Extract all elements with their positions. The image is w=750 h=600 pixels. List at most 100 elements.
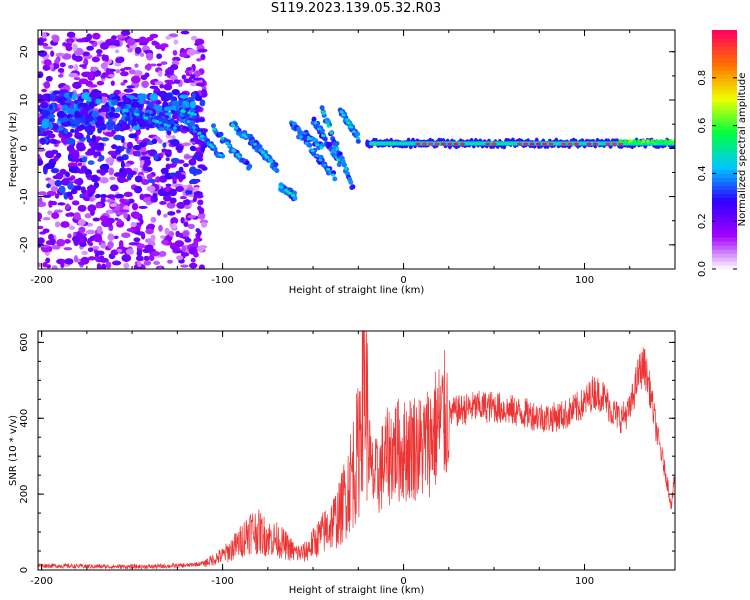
- spectrogram-cell: [170, 138, 180, 147]
- colorbar-segment: [712, 133, 737, 139]
- spectrogram-cell: [80, 108, 87, 115]
- spectrogram-cell: [76, 177, 84, 186]
- spectrogram-cell: [319, 105, 325, 111]
- spectrogram-cell: [55, 52, 65, 57]
- spectrogram-cell: [217, 153, 222, 157]
- spectrogram-cell: [88, 101, 95, 109]
- spectrogram-cell: [561, 142, 567, 146]
- spectrogram-cell: [136, 152, 141, 157]
- spectrogram-cell: [197, 205, 202, 211]
- y-tick-label: 400: [19, 409, 30, 428]
- spectrogram-cell: [48, 117, 56, 123]
- colorbar-segment: [712, 225, 737, 230]
- spectrogram-cell: [68, 225, 76, 230]
- spectrogram-cell: [341, 113, 346, 117]
- spectrogram-cell: [70, 188, 78, 195]
- spectrogram-cell: [317, 127, 321, 131]
- colorbar-segment: [712, 45, 737, 51]
- spectrogram-cell: [96, 116, 103, 122]
- spectrogram-cell: [38, 225, 44, 230]
- spectrogram-cell: [61, 178, 70, 186]
- spectrogram-cell: [421, 142, 427, 146]
- spectrogram-cell: [52, 175, 61, 180]
- colorbar-tick-label: 0.0: [697, 261, 708, 277]
- spectrogram-cell: [131, 202, 139, 211]
- spectrogram-cell: [93, 235, 103, 243]
- spectrogram-cell: [48, 200, 57, 205]
- spectrogram-cell: [93, 151, 102, 157]
- spectrogram-cell: [179, 94, 189, 99]
- spectrogram-cell: [153, 260, 161, 266]
- spectrogram-cell: [200, 134, 205, 138]
- spectrogram-cell: [172, 49, 178, 56]
- spectrogram-cell: [638, 142, 643, 145]
- spectrogram-cell: [101, 54, 107, 62]
- spectrogram-cell: [183, 163, 189, 168]
- spectrogram-cell: [85, 116, 93, 122]
- spectrogram-cell: [51, 212, 60, 220]
- spectrogram-cell: [428, 142, 434, 146]
- spectrogram-cell: [194, 95, 203, 102]
- spectrogram-cell: [117, 218, 123, 225]
- spectrogram-cell: [95, 98, 102, 104]
- spectrogram-cell: [646, 142, 650, 145]
- spectrogram-cell: [79, 64, 87, 68]
- x-tick-label: -100: [211, 576, 234, 587]
- spectrogram-cell: [52, 34, 60, 43]
- spectrogram-cell: [143, 49, 153, 54]
- spectrogram-cell: [39, 231, 47, 235]
- spectrogram-cell: [260, 151, 265, 154]
- colorbar-title: Normalized spectral amplitude: [737, 73, 748, 227]
- spectrogram-cell: [183, 230, 190, 237]
- spectrogram-cell: [183, 78, 192, 84]
- chart-title: S119.2023.139.05.32.R03: [270, 1, 442, 16]
- spectrogram-cell: [176, 255, 184, 261]
- spectrogram-cell: [78, 226, 86, 234]
- spectrogram-cell: [70, 151, 80, 160]
- spectrogram-cell: [197, 245, 205, 253]
- spectrogram-cell: [113, 108, 121, 113]
- spectrogram-cell: [68, 165, 78, 174]
- spectrogram-cell: [193, 251, 199, 258]
- spectrogram-cell: [200, 53, 206, 61]
- spectrogram-cell: [105, 261, 112, 269]
- spectrogram-cell: [79, 242, 87, 247]
- spectrogram-cell: [189, 100, 197, 109]
- spectrogram-cell: [88, 40, 95, 44]
- spectrogram-cell: [273, 162, 279, 168]
- spectrogram-cell: [143, 260, 152, 266]
- spectrogram-cell: [224, 141, 229, 145]
- spectrogram-cell: [378, 142, 382, 145]
- spectrogram-cell: [165, 183, 172, 188]
- spectrogram-cell: [155, 176, 161, 183]
- spectrogram-cell: [319, 128, 325, 134]
- spectrogram-cell: [96, 225, 103, 234]
- spectrogram-cell: [99, 169, 106, 176]
- spectrogram-cell: [349, 125, 354, 129]
- spectrogram-cell: [141, 80, 149, 88]
- y-axis-title: SNR (10 * v/v): [8, 415, 19, 486]
- spectrogram-cell: [159, 84, 165, 89]
- spectrogram-cell: [292, 195, 298, 201]
- spectrogram-cell: [146, 166, 153, 172]
- spectrogram-cell: [73, 77, 81, 81]
- spectrogram-cell: [109, 203, 117, 208]
- spectrogram-cell: [91, 110, 100, 119]
- spectrogram-cell: [635, 142, 639, 145]
- spectrogram-cell: [57, 202, 66, 206]
- spectrogram-cell: [42, 217, 51, 221]
- spectrogram-cell: [123, 192, 132, 197]
- spectrogram-cell: [65, 203, 71, 210]
- spectrogram-cell: [61, 131, 72, 139]
- spectrogram-cell: [114, 193, 125, 199]
- spectrogram-cell: [40, 109, 51, 117]
- spectrogram-cell: [64, 239, 71, 244]
- spectrogram-cell: [396, 142, 400, 145]
- spectrogram-cell: [113, 235, 119, 239]
- spectrogram-cell: [63, 128, 69, 134]
- spectrogram-cell: [343, 167, 348, 171]
- spectrogram-cell: [68, 72, 79, 78]
- spectrogram-cell: [50, 186, 59, 192]
- spectrogram-cell: [41, 120, 49, 129]
- spectrogram-cell: [641, 139, 646, 144]
